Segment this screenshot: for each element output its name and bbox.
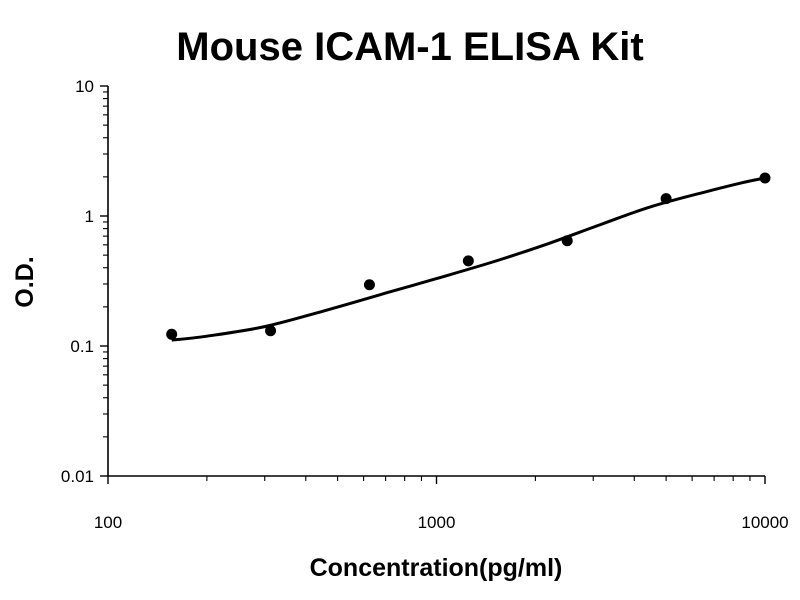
axis-ticks: [100, 85, 766, 484]
data-point: [561, 235, 573, 247]
data-point: [363, 279, 375, 291]
fitted-standard-curve: [171, 176, 766, 342]
x-tick-label: 100: [94, 513, 122, 532]
x-tick-label: 1000: [418, 513, 456, 532]
data-point: [265, 325, 277, 337]
data-point: [759, 172, 771, 184]
y-tick-label: 10: [75, 77, 94, 96]
x-axis-title: Concentration(pg/ml): [310, 554, 563, 582]
y-tick-label: 0.01: [61, 467, 94, 486]
y-tick-label: 1: [85, 207, 94, 226]
x-tick-label: 10000: [741, 513, 788, 532]
chart-title: Mouse ICAM-1 ELISA Kit: [176, 25, 643, 69]
data-points: [166, 172, 771, 340]
y-tick-label: 0.1: [70, 337, 94, 356]
y-axis-title: O.D.: [11, 256, 39, 307]
axis-tick-labels: 10 1 0.1 0.01 100 1000 10000: [61, 77, 789, 532]
data-point: [660, 193, 672, 205]
data-point: [462, 255, 474, 267]
data-point: [166, 328, 178, 340]
